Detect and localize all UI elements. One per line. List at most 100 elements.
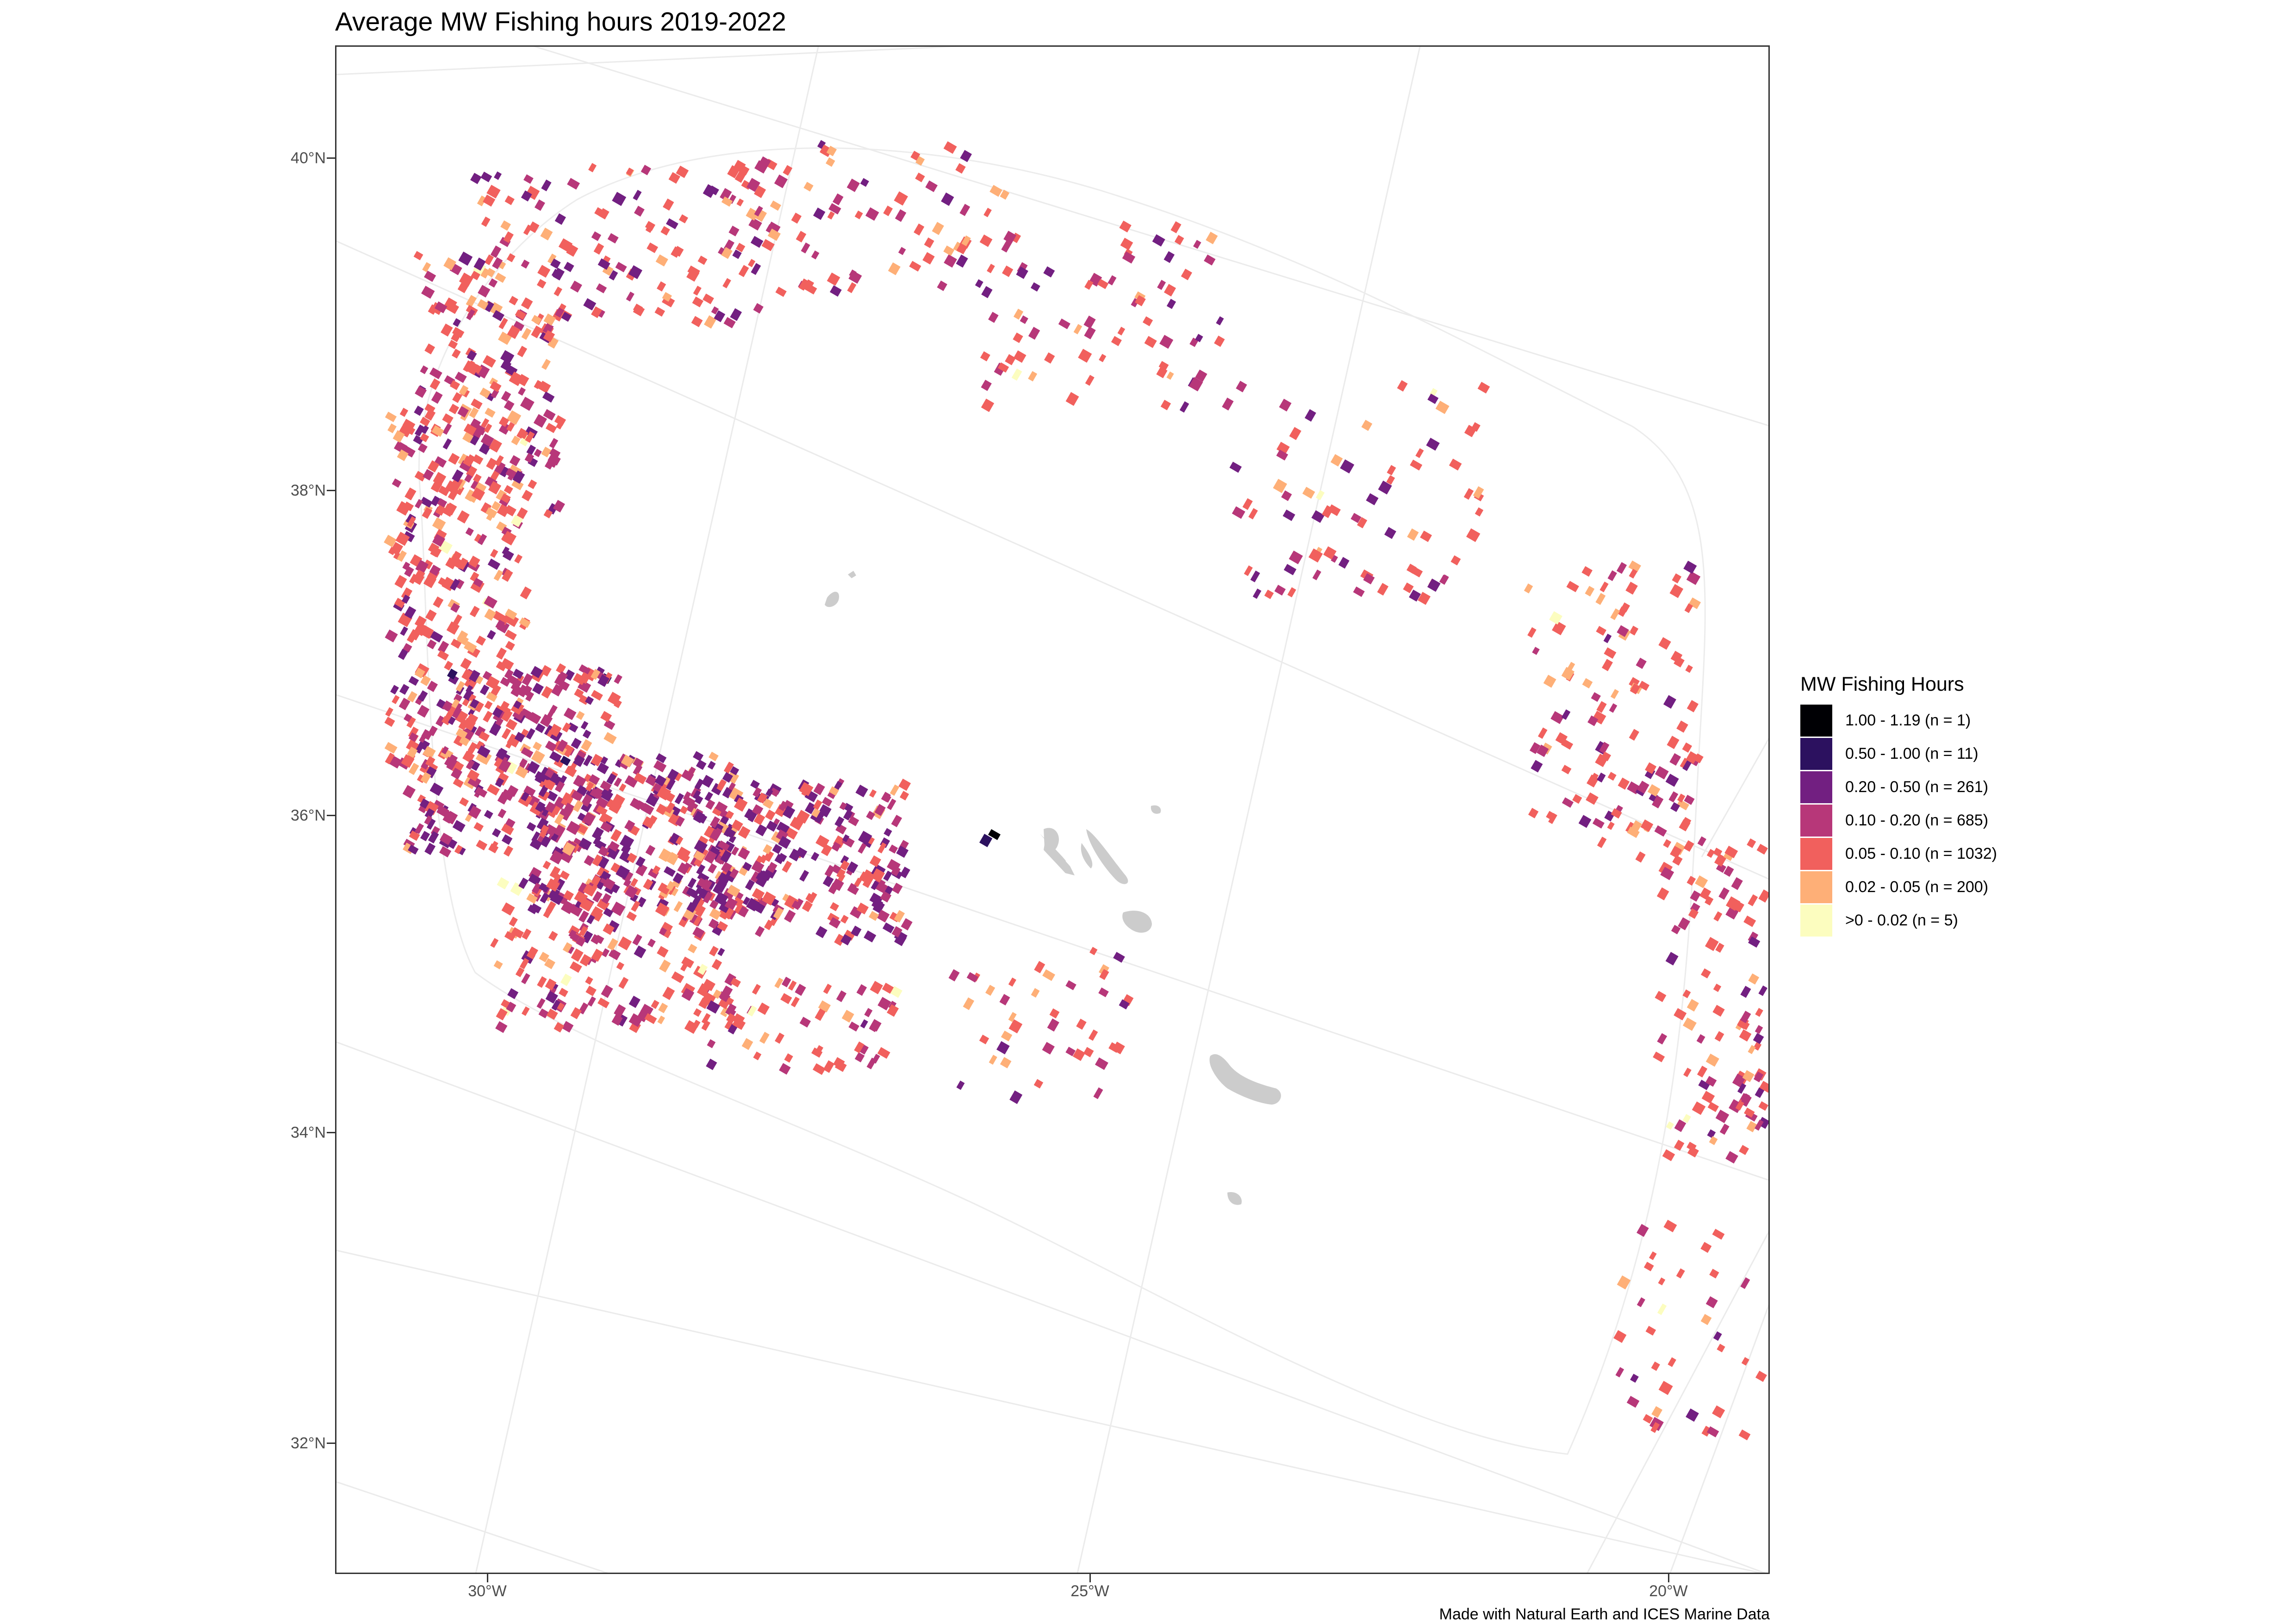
- fishing-cell: [1674, 656, 1685, 668]
- fishing-cell: [424, 815, 432, 825]
- fishing-cell: [941, 192, 954, 206]
- fishing-cell: [1669, 753, 1681, 766]
- fishing-cell: [828, 917, 841, 929]
- fishing-cell: [429, 367, 442, 380]
- fishing-cell: [1748, 936, 1761, 948]
- fishing-cell: [755, 926, 765, 937]
- fishing-cell: [584, 855, 595, 866]
- fishing-cell: [1302, 487, 1315, 499]
- fishing-cell: [450, 768, 462, 780]
- fishing-cell: [869, 855, 881, 868]
- fishing-cell: [704, 792, 713, 802]
- fishing-cell: [1676, 1268, 1685, 1279]
- fishing-cell: [1652, 795, 1664, 809]
- fishing-cell: [420, 433, 429, 443]
- fishing-cell: [400, 626, 408, 636]
- fishing-cell: [686, 887, 699, 899]
- fishing-cell: [509, 296, 518, 306]
- fishing-cell: [864, 930, 877, 943]
- fishing-cell: [727, 165, 740, 179]
- fishing-cell: [385, 752, 395, 765]
- fishing-cell: [421, 286, 435, 299]
- fishing-cell: [549, 751, 562, 763]
- fishing-cell: [671, 971, 684, 983]
- fishing-cell: [542, 391, 555, 403]
- fishing-cell: [594, 207, 607, 219]
- fishing-cell: [1613, 1330, 1627, 1343]
- fishing-cell: [1724, 845, 1738, 858]
- fishing-cell: [751, 263, 761, 275]
- fishing-cell: [871, 898, 884, 910]
- fishing-cell: [483, 194, 496, 207]
- fishing-cell: [1164, 284, 1176, 297]
- graticule-line: [336, 240, 1768, 880]
- fishing-cell: [449, 380, 460, 390]
- fishing-cell: [1289, 427, 1301, 440]
- fishing-cell: [1758, 889, 1768, 903]
- fishing-cell: [490, 549, 498, 558]
- fishing-cell: [588, 884, 598, 896]
- fishing-cell: [1663, 695, 1676, 709]
- fishing-cell: [1170, 221, 1182, 233]
- fishing-cell: [437, 498, 448, 508]
- fishing-cell: [454, 371, 467, 383]
- fishing-cell: [541, 446, 552, 457]
- fishing-cell: [467, 350, 477, 361]
- fishing-cell: [544, 958, 555, 969]
- fishing-cell: [681, 988, 695, 1001]
- fishing-cell: [485, 675, 500, 690]
- fishing-cell: [414, 615, 427, 628]
- fishing-cell: [423, 746, 436, 759]
- fishing-cell: [452, 327, 465, 338]
- fishing-cell: [619, 835, 635, 849]
- fishing-cell: [1236, 381, 1247, 393]
- fishing-cell: [1418, 592, 1431, 605]
- fishing-cell: [492, 707, 503, 718]
- fishing-cell: [517, 387, 526, 396]
- fishing-cell: [701, 775, 714, 788]
- fishing-cell: [836, 868, 846, 879]
- fishing-cell: [1692, 1101, 1706, 1115]
- fishing-cell: [796, 231, 807, 243]
- fishing-cell: [1585, 586, 1595, 597]
- fishing-cell: [634, 945, 647, 958]
- fishing-cell: [752, 804, 764, 816]
- fishing-cell: [1042, 969, 1056, 981]
- fishing-cell: [1008, 1019, 1023, 1034]
- fishing-cell: [1668, 1357, 1676, 1367]
- fishing-cell: [1740, 986, 1751, 998]
- legend-label: 1.00 - 1.19 (n = 1): [1845, 711, 1971, 729]
- fishing-cell: [782, 861, 792, 873]
- fishing-cell: [576, 936, 586, 947]
- fishing-cell: [1740, 1277, 1750, 1289]
- fishing-cell: [1739, 1145, 1749, 1155]
- fishing-cell: [1546, 811, 1555, 820]
- fishing-cell: [1740, 1011, 1751, 1024]
- fishing-cell: [425, 756, 436, 767]
- fishing-cell: [392, 430, 405, 443]
- fishing-cell: [1471, 422, 1481, 432]
- fishing-cell: [748, 259, 756, 268]
- fishing-cell: [603, 907, 614, 918]
- fishing-cell: [448, 487, 459, 500]
- fishing-cell: [408, 844, 419, 855]
- fishing-cell: [847, 883, 857, 893]
- fishing-cell: [854, 877, 862, 887]
- fishing-cell: [833, 193, 844, 206]
- fishing-cell: [1250, 570, 1260, 582]
- legend-item: 1.00 - 1.19 (n = 1): [1800, 704, 1997, 737]
- source-caption: Made with Natural Earth and ICES Marine …: [1439, 1605, 1770, 1623]
- fishing-cell: [415, 823, 424, 834]
- fishing-cell: [521, 792, 529, 801]
- fishing-cell: [654, 306, 665, 317]
- fishing-cell: [983, 207, 992, 218]
- fishing-cell: [707, 761, 716, 770]
- fishing-cell: [486, 692, 498, 702]
- fishing-cell: [770, 200, 781, 211]
- fishing-cell: [1688, 908, 1699, 919]
- fishing-cell: [1011, 369, 1022, 381]
- fishing-cell: [501, 391, 511, 402]
- fishing-cell: [1716, 863, 1727, 873]
- fishing-cell: [1611, 808, 1622, 819]
- fishing-cell: [549, 724, 562, 737]
